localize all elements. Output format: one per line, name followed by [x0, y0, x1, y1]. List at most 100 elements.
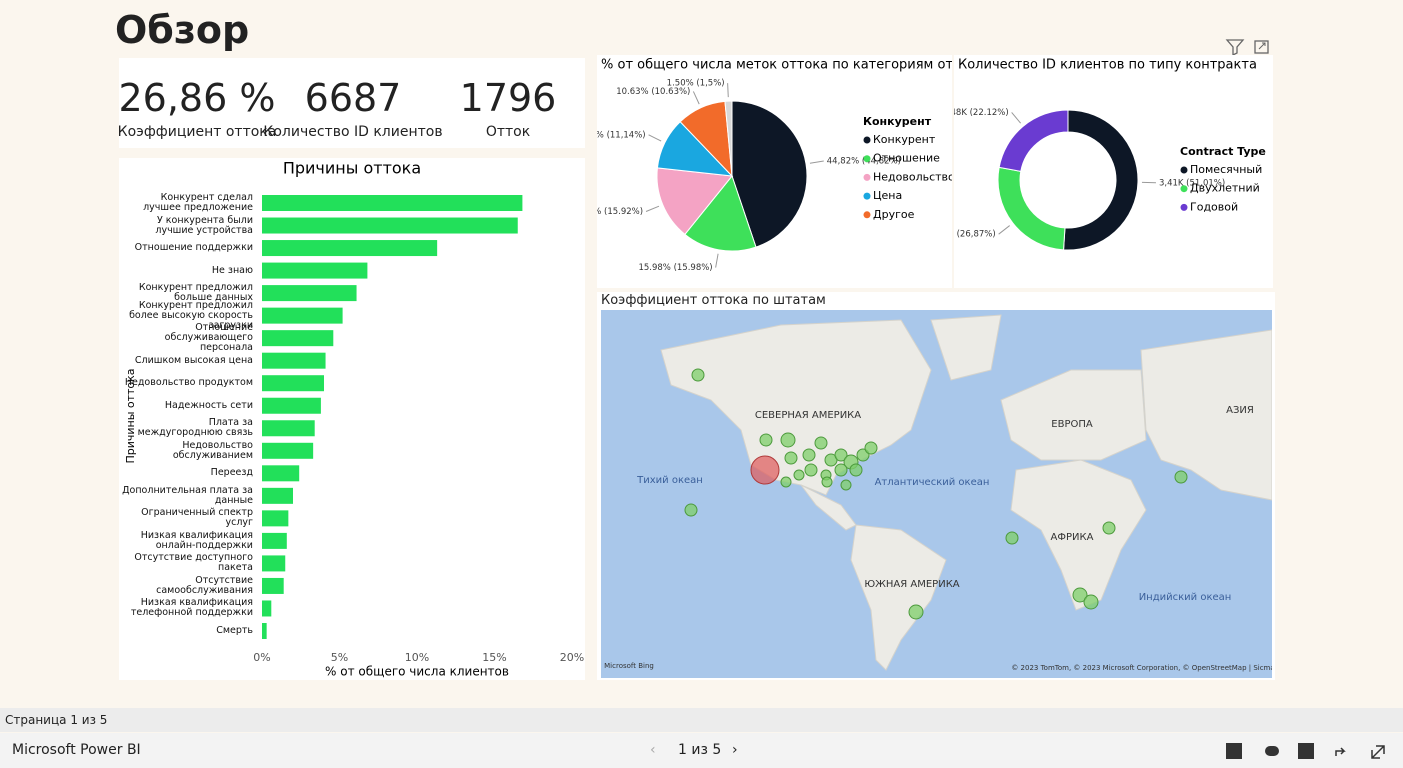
data-label: 15.92% (15.92%): [597, 207, 643, 217]
kpi-card: 26,86 % Коэффициент оттока 6687 Количество …: [118, 58, 585, 148]
x-axis-label: % от общего числа клиентов: [325, 665, 509, 679]
donut-chart: Количество ID клиентов по типу контракта…: [935, 58, 1266, 251]
legend-marker: [1180, 203, 1188, 211]
y-axis-label: Причины оттока: [124, 368, 137, 463]
page-status: Страница 1 из 5: [5, 713, 108, 727]
legend-title: Конкурент: [863, 115, 932, 128]
legend-label: Другое: [873, 208, 915, 221]
map-label: Атлантический океан: [875, 477, 990, 488]
legend-marker: [1180, 166, 1188, 174]
legend-label: Конкурент: [873, 133, 936, 146]
y-tick-label: Недовольство обслуживанием: [172, 439, 253, 461]
kpi-value: 26,86 %: [118, 76, 276, 120]
y-tick-label: Низкая квалификация онлайн-поддержки: [140, 529, 253, 551]
bar: [262, 623, 267, 639]
y-tick-label: Конкурент предложил больше данных: [138, 282, 253, 304]
legend-marker: [863, 192, 871, 200]
legend-marker: [863, 211, 871, 219]
legend-marker: [1180, 185, 1188, 193]
leader-line: [809, 160, 824, 164]
y-tick-label: Смерть: [216, 625, 253, 636]
y-tick-label: Низкая квалификация телефонной поддержки: [130, 597, 253, 619]
bar: [262, 532, 287, 549]
y-tick-label: Конкурент предложил более высокую скорос…: [129, 299, 253, 331]
y-tick-label: Отсутствие самообслуживания: [156, 574, 253, 596]
donut-card: Количество ID клиентов по типу контракта…: [935, 55, 1273, 288]
share-icons[interactable]: [1226, 743, 1396, 759]
y-tick-label: Не знаю: [211, 264, 253, 276]
bar: [262, 375, 324, 392]
bar: [262, 600, 272, 617]
pie-card: % от общего числа меток оттока по катего…: [569, 55, 984, 288]
data-label: 11.14% (11,14%): [597, 130, 646, 140]
chart-title: Количество ID клиентов по типу контракта: [958, 58, 1257, 73]
bar: [262, 195, 523, 211]
footer: Microsoft Power BI ‹ 1 из 5 ›: [0, 733, 1403, 768]
y-tick-label: Плата за междугороднюю связь: [137, 417, 253, 439]
leader-line: [727, 83, 729, 98]
legend-marker: [863, 155, 871, 163]
prev-page[interactable]: ‹: [650, 742, 656, 758]
map[interactable]: СЕВЕРНАЯ АМЕРИКА ЕВРОПА АЗИЯ Тихий океан…: [601, 310, 1272, 678]
kpi-label: Коэффициент оттока: [117, 124, 277, 140]
brand: Microsoft Power BI: [12, 742, 141, 758]
y-tick-label: Слишком высокая цена: [134, 354, 253, 366]
bar: [262, 262, 368, 279]
slice: [656, 167, 733, 236]
y-tick-label: Переезд: [210, 467, 253, 479]
map-label: СЕВЕРНАЯ АМЕРИКА: [755, 410, 861, 421]
bar: [262, 240, 438, 257]
data-label: 15.98% (15.98%): [638, 263, 712, 273]
leader-line: [998, 225, 1010, 235]
legend-label: Двухлетний: [1190, 182, 1260, 195]
y-tick-label: Отношение поддержки: [134, 242, 253, 254]
data-label: 3,41K (51,01%): [1159, 178, 1225, 188]
legend-title: Contract Type: [1180, 145, 1266, 158]
map-card: Коэффициент оттока по штатам СЕВЕРНАЯ АМ…: [597, 292, 1275, 680]
slice: [731, 100, 808, 248]
slice: [724, 100, 733, 177]
pager: 1 из 5: [678, 742, 722, 758]
data-label: 1.48K (22.12%): [954, 108, 1009, 118]
page-title: Обзор: [115, 8, 250, 52]
x-tick-label: 10%: [405, 651, 429, 664]
bar-chart: Причины оттока Причины оттока % от общего …: [124, 159, 584, 679]
bar: [262, 285, 357, 302]
chart-title: % от общего числа меток оттока по катего…: [601, 58, 952, 73]
legend-label: Цена: [873, 189, 902, 202]
slice: [684, 174, 757, 252]
bar: [262, 510, 289, 527]
y-tick-label: Отсутствие доступного пакета: [134, 552, 253, 574]
bar: [262, 217, 518, 234]
bar: [262, 465, 300, 482]
leader-line: [648, 134, 662, 142]
map-bing: Microsoft Bing: [604, 662, 654, 670]
leader-line: [715, 253, 719, 268]
data-label: 1.8K (26,87%): [954, 230, 996, 240]
next-page[interactable]: ›: [732, 742, 738, 758]
data-label: 44,82% (44,82%): [827, 156, 901, 166]
y-tick-label: Недовольство продуктом: [124, 377, 253, 389]
map-label: ЮЖНАЯ АМЕРИКА: [864, 579, 959, 590]
visual-icons[interactable]: [1224, 38, 1274, 56]
bar: [262, 397, 321, 414]
x-tick-label: 0%: [253, 651, 270, 664]
y-tick-label: Отношение обслуживающего персонала: [164, 322, 253, 354]
bar: [262, 352, 326, 369]
slice: [1063, 109, 1139, 251]
map-label: Индийский океан: [1139, 592, 1232, 603]
y-tick-label: Конкурент сделал лучшее предложение: [143, 192, 253, 213]
data-label: 1.50% (1,5%): [667, 79, 725, 89]
map-title: Коэффициент оттока по штатам: [601, 293, 826, 308]
x-tick-label: 5%: [331, 651, 348, 664]
bar: [262, 420, 315, 437]
y-tick-label: Надежность сети: [164, 399, 253, 411]
pie-chart: % от общего числа меток оттока по катего…: [569, 58, 984, 274]
bar: [262, 487, 293, 504]
y-tick-label: Ограниченный спектр услуг: [141, 507, 253, 529]
map-label: Тихий океан: [636, 475, 703, 486]
map-label: АЗИЯ: [1226, 405, 1254, 416]
map-attribution: © 2023 TomTom, © 2023 Microsoft Corporat…: [1011, 664, 1272, 672]
legend-marker: [863, 173, 871, 181]
bar-card: Причины оттока Причины оттока % от общего …: [119, 158, 585, 680]
